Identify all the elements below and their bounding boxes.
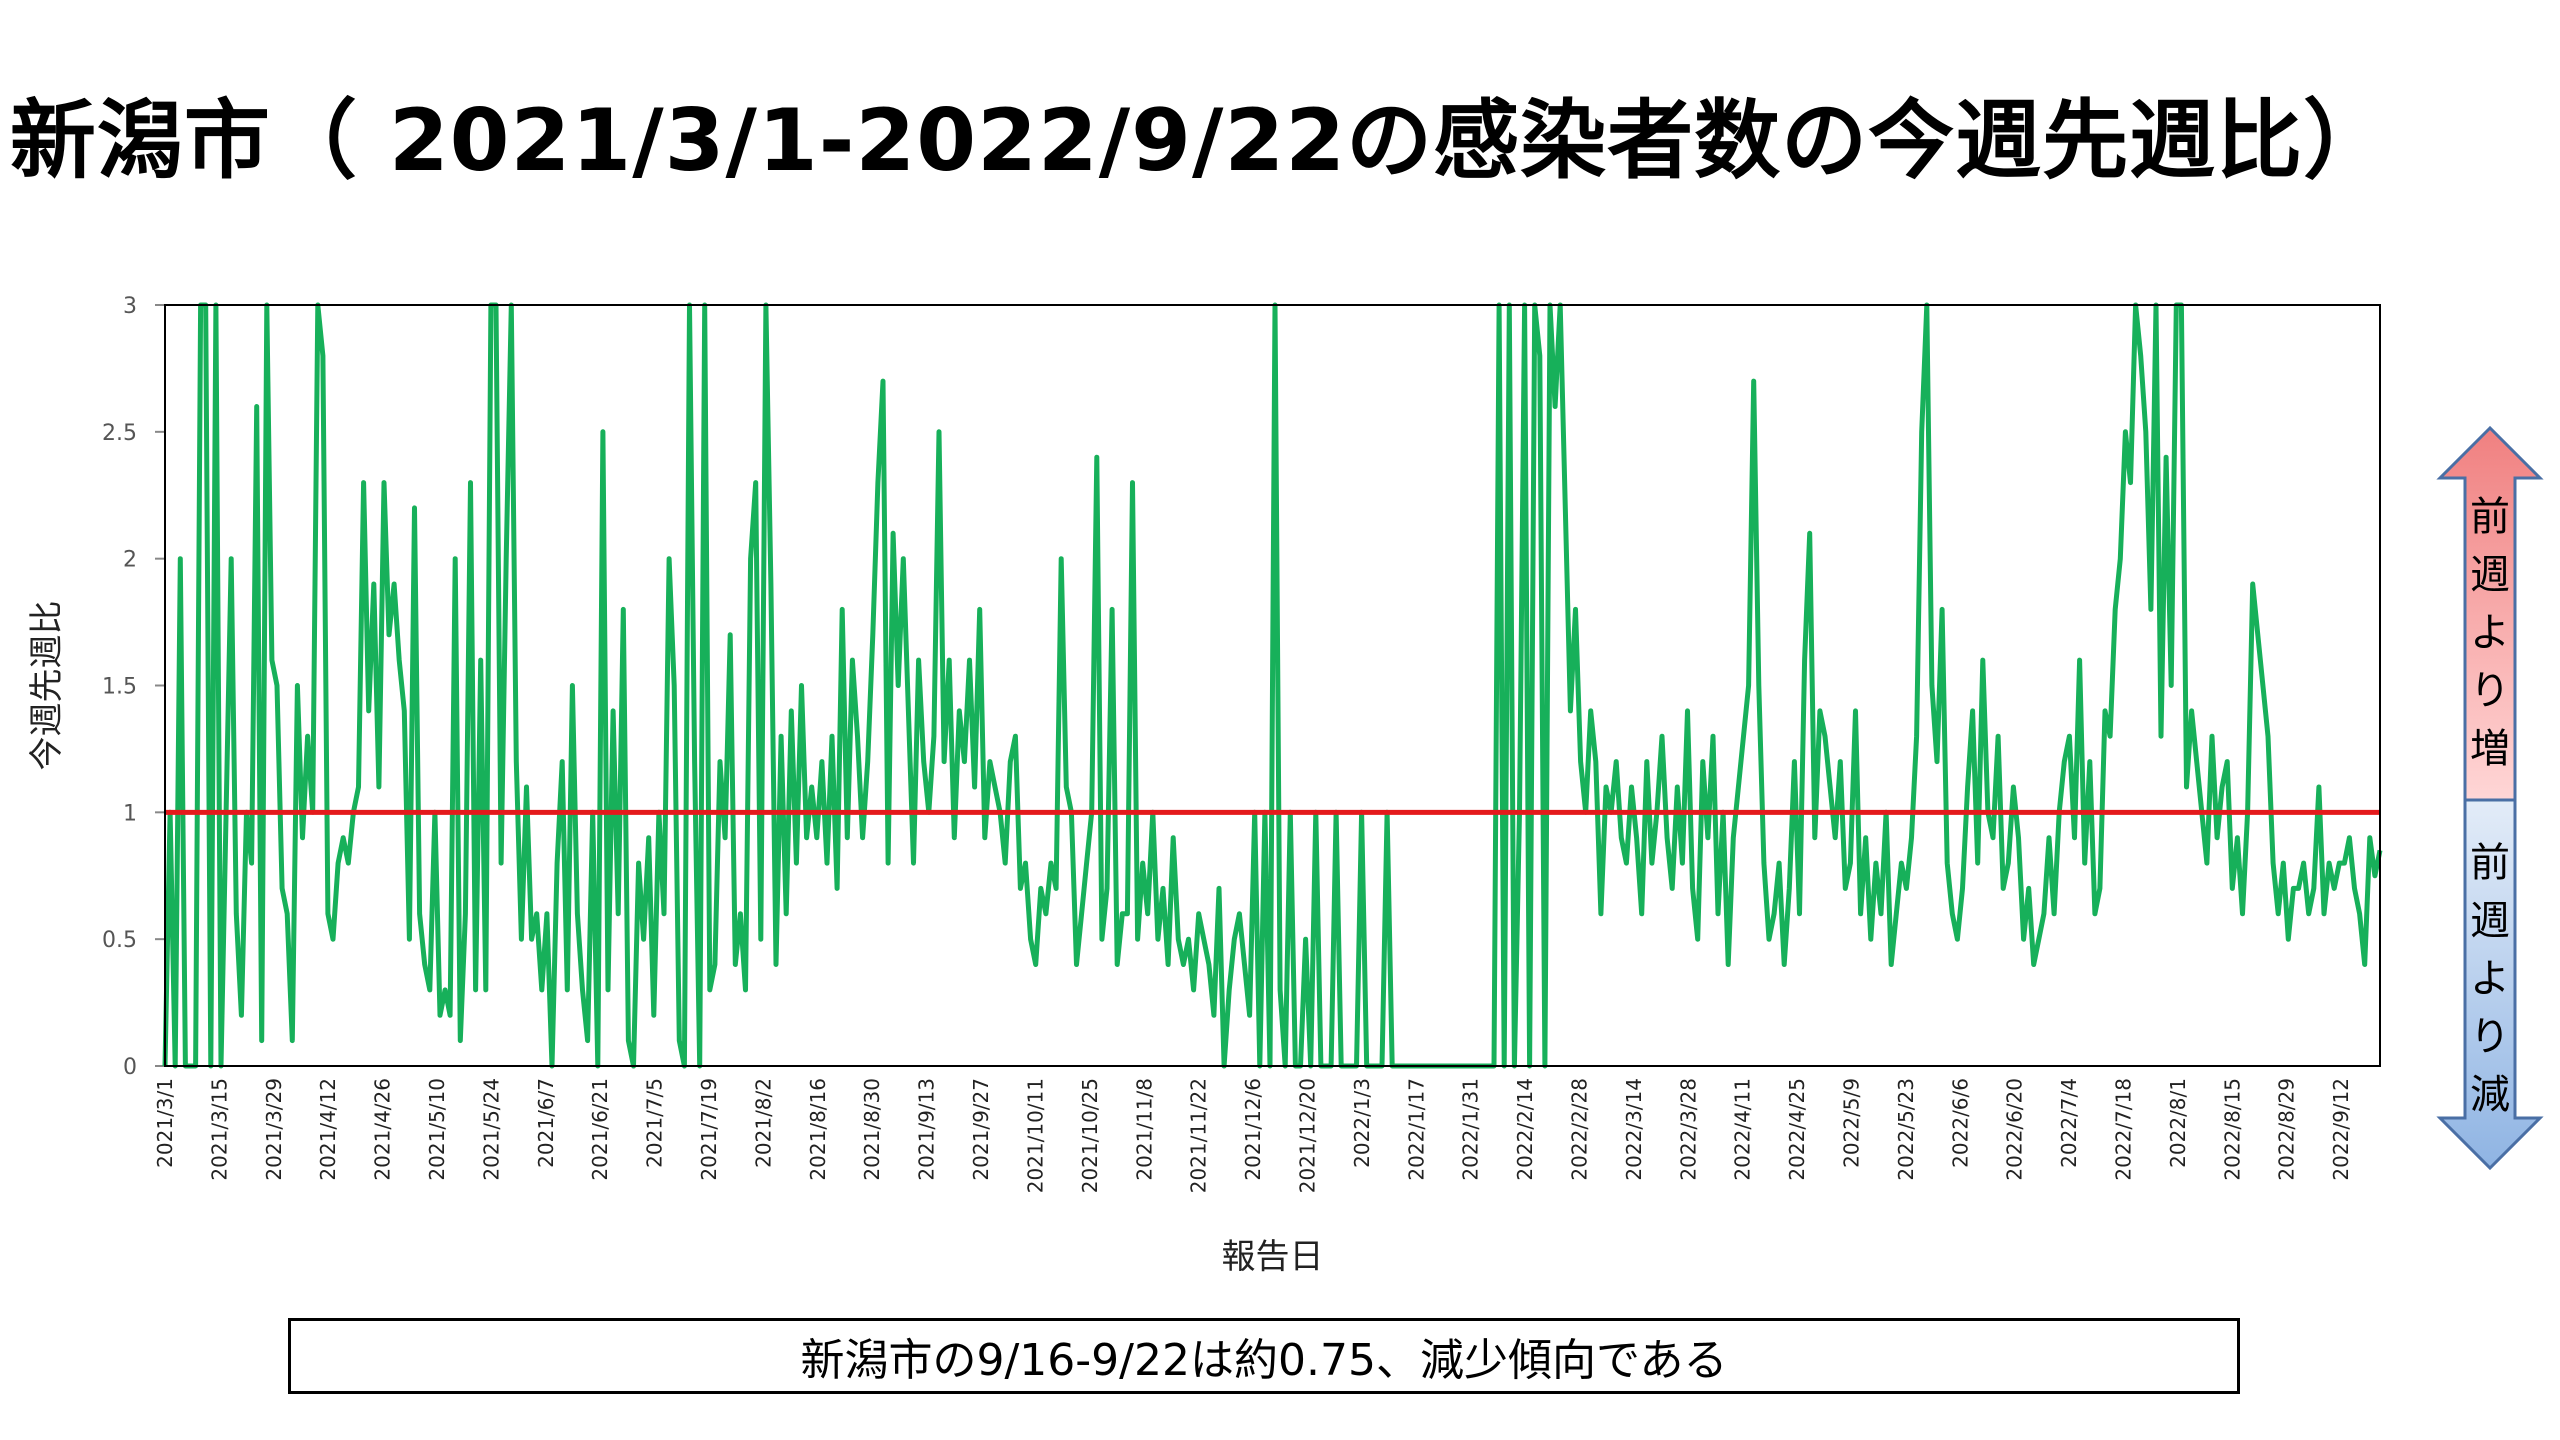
x-tick-label: 2022/8/1 [2166,1078,2190,1168]
x-tick-label: 2022/1/31 [1459,1078,1483,1181]
x-tick-label: 2022/5/9 [1840,1078,1864,1168]
ratio-series-line [162,302,2383,1069]
x-axis-ticks: 2021/3/1 2021/3/15 2021/3/29 2021/4/12 2021/… [153,1078,2353,1193]
x-tick-label: 2021/4/12 [316,1078,340,1181]
x-tick-label: 2022/2/28 [1567,1078,1591,1181]
x-tick-label: 2021/12/20 [1295,1078,1319,1193]
x-tick-label: 2021/12/6 [1241,1078,1265,1181]
x-tick-label: 2022/3/28 [1676,1078,1700,1181]
x-tick-label: 2021/3/1 [153,1078,177,1168]
plot-area-frame [164,304,2381,1067]
x-tick-label: 2021/8/2 [751,1078,775,1168]
x-tick-label: 2022/2/14 [1513,1078,1537,1181]
x-tick-label: 2022/8/15 [2220,1078,2244,1181]
y-tick-label: 0 [123,1055,137,1080]
x-tick-label: 2021/9/13 [915,1078,939,1181]
x-tick-label: 2021/11/8 [1132,1078,1156,1181]
summary-text: 新潟市の9/16-9/22は約0.75、減少傾向である [800,1335,1728,1386]
x-tick-label: 2022/6/6 [1948,1078,1972,1168]
y-tick-label: 0.5 [102,928,137,953]
x-tick-label: 2021/5/10 [425,1078,449,1181]
x-tick-label: 2021/6/21 [588,1078,612,1181]
x-tick-label: 2022/4/11 [1731,1078,1755,1181]
x-tick-label: 2021/5/24 [479,1078,503,1181]
x-tick-label: 2021/3/15 [207,1078,231,1181]
x-tick-label: 2022/5/23 [1894,1078,1918,1181]
x-tick-label: 2021/6/7 [534,1078,558,1168]
x-tick-label: 2022/1/17 [1404,1078,1428,1181]
x-tick-label: 2022/8/29 [2275,1078,2299,1181]
summary-box: 新潟市の9/16-9/22は約0.75、減少傾向である [288,1318,2240,1394]
y-tick-label: 2.5 [102,421,137,446]
x-tick-label: 2021/8/16 [806,1078,830,1181]
x-tick-label: 2021/7/5 [643,1078,667,1168]
x-tick-label: 2021/10/25 [1078,1078,1102,1193]
x-tick-label: 2022/6/20 [2003,1078,2027,1181]
x-axis-label: 報告日 [1222,1237,1324,1277]
x-tick-label: 2022/3/14 [1622,1078,1646,1181]
x-tick-label: 2022/7/18 [2112,1078,2136,1181]
x-tick-label: 2021/8/30 [860,1078,884,1181]
direction-arrow: 前週より増 前週より減 [2436,425,2544,1171]
x-tick-label: 2022/7/4 [2057,1078,2081,1168]
y-axis-label: 今週先週比 [27,601,67,771]
x-tick-label: 2021/4/26 [371,1078,395,1181]
y-tick-label: 1.5 [102,675,137,700]
page-title: 新潟市（ 2021/3/1-2022/9/22の感染者数の今週先週比） [9,91,2391,191]
arrow-down-text: 前週より減 [2470,840,2510,1118]
x-tick-label: 2021/7/19 [697,1078,721,1181]
x-tick-label: 2022/1/3 [1350,1078,1374,1168]
y-tick-label: 2 [123,548,137,573]
y-axis-ticks: 0 0.5 1 1.5 2 2.5 3 [102,294,165,1080]
x-tick-label: 2021/11/22 [1187,1078,1211,1193]
x-tick-label: 2022/9/12 [2329,1078,2353,1181]
arrow-up-text: 前週より増 [2470,494,2510,772]
x-tick-label: 2021/10/11 [1023,1078,1047,1193]
y-tick-label: 3 [123,294,137,319]
x-tick-label: 2022/4/25 [1785,1078,1809,1181]
y-tick-label: 1 [123,801,137,826]
x-tick-label: 2021/3/29 [262,1078,286,1181]
down-arrow-shape [2436,798,2544,1171]
x-tick-label: 2021/9/27 [969,1078,993,1181]
